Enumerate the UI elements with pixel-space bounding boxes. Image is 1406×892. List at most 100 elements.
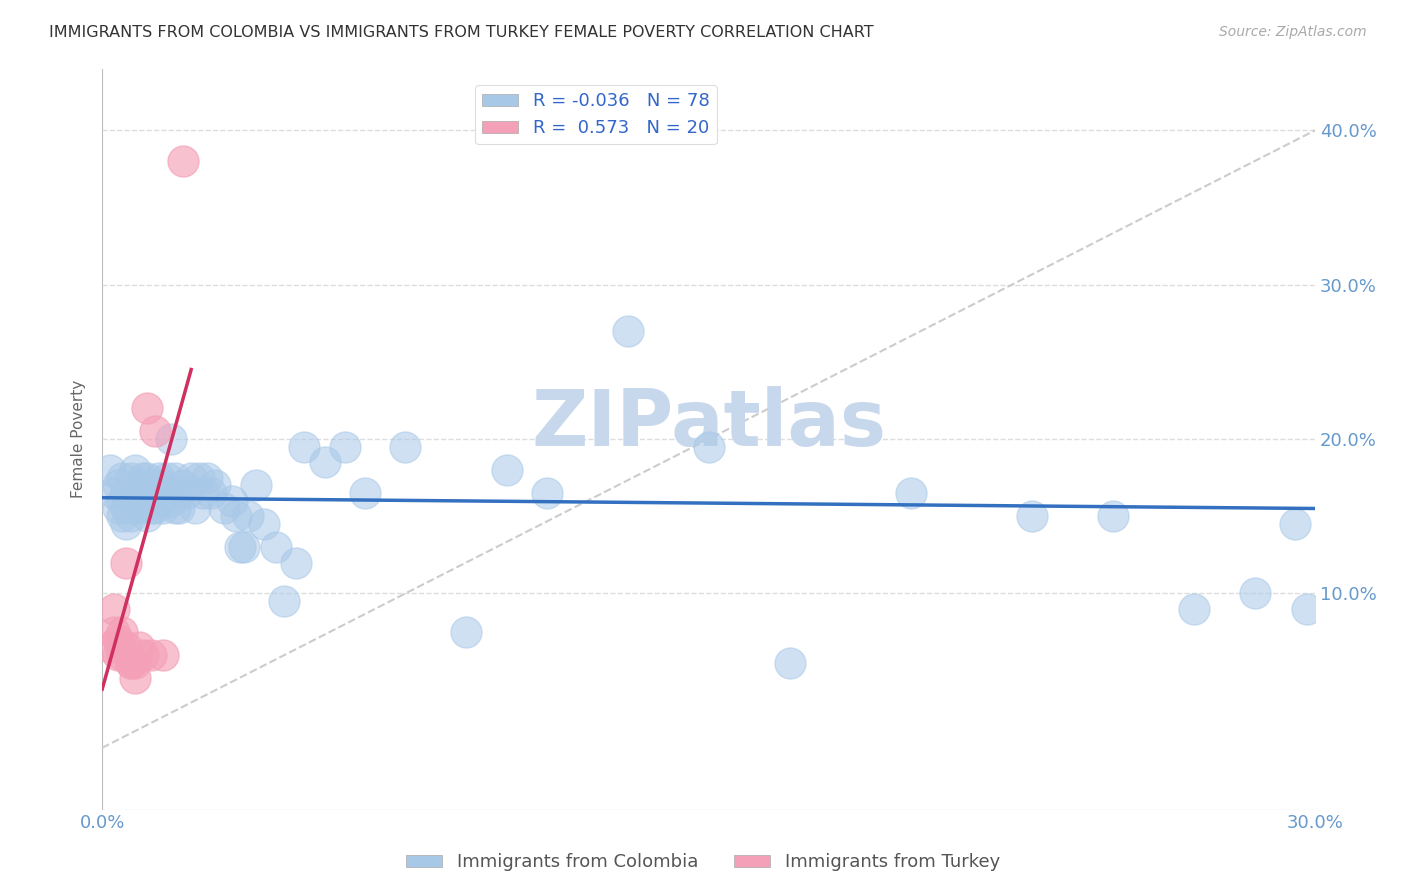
Point <box>124 486 146 500</box>
Point <box>156 486 179 500</box>
Y-axis label: Female Poverty: Female Poverty <box>72 380 86 498</box>
Point <box>107 632 129 647</box>
Point <box>111 470 134 484</box>
Point <box>103 486 125 500</box>
Text: ZIPatlas: ZIPatlas <box>531 386 886 462</box>
Point <box>264 540 287 554</box>
Point <box>143 425 166 439</box>
Point <box>273 594 295 608</box>
Point <box>128 478 150 492</box>
Point <box>292 440 315 454</box>
Point <box>143 501 166 516</box>
Point <box>456 625 478 640</box>
Point <box>193 486 215 500</box>
Point <box>111 509 134 524</box>
Point <box>232 540 254 554</box>
Point <box>115 516 138 531</box>
Point <box>195 470 218 484</box>
Point <box>107 648 129 662</box>
Point <box>135 509 157 524</box>
Point <box>495 463 517 477</box>
Point <box>163 501 186 516</box>
Point <box>200 486 222 500</box>
Point <box>115 640 138 655</box>
Point <box>1243 586 1265 600</box>
Point <box>148 493 170 508</box>
Point <box>103 602 125 616</box>
Point <box>131 470 153 484</box>
Point <box>160 432 183 446</box>
Point <box>1284 516 1306 531</box>
Point <box>779 656 801 670</box>
Point <box>1296 602 1319 616</box>
Point <box>314 455 336 469</box>
Point <box>167 501 190 516</box>
Point <box>111 625 134 640</box>
Point <box>152 648 174 662</box>
Point <box>697 440 720 454</box>
Point <box>124 463 146 477</box>
Point <box>111 493 134 508</box>
Point <box>176 486 198 500</box>
Point <box>253 516 276 531</box>
Point <box>245 478 267 492</box>
Point <box>228 540 250 554</box>
Point <box>115 486 138 500</box>
Point <box>128 640 150 655</box>
Point <box>124 501 146 516</box>
Point <box>156 470 179 484</box>
Point <box>163 470 186 484</box>
Point <box>1021 509 1043 524</box>
Point <box>900 486 922 500</box>
Point <box>394 440 416 454</box>
Point <box>103 625 125 640</box>
Point <box>120 509 142 524</box>
Point <box>184 501 207 516</box>
Point <box>135 493 157 508</box>
Point <box>285 556 308 570</box>
Point <box>160 493 183 508</box>
Point <box>131 493 153 508</box>
Point <box>135 401 157 416</box>
Point <box>172 478 194 492</box>
Point <box>188 470 211 484</box>
Point <box>204 478 226 492</box>
Point <box>107 478 129 492</box>
Legend: R = -0.036   N = 78, R =  0.573   N = 20: R = -0.036 N = 78, R = 0.573 N = 20 <box>475 85 717 145</box>
Point <box>172 154 194 169</box>
Point <box>120 493 142 508</box>
Point <box>107 501 129 516</box>
Point <box>124 671 146 685</box>
Point <box>212 501 235 516</box>
Point <box>152 478 174 492</box>
Point <box>131 486 153 500</box>
Point <box>221 493 243 508</box>
Point <box>115 501 138 516</box>
Point <box>536 486 558 500</box>
Point <box>152 501 174 516</box>
Point <box>354 486 377 500</box>
Point <box>120 656 142 670</box>
Point <box>139 501 162 516</box>
Point <box>225 509 247 524</box>
Point <box>128 501 150 516</box>
Text: IMMIGRANTS FROM COLOMBIA VS IMMIGRANTS FROM TURKEY FEMALE POVERTY CORRELATION CH: IMMIGRANTS FROM COLOMBIA VS IMMIGRANTS F… <box>49 25 875 40</box>
Point <box>98 463 121 477</box>
Point <box>1102 509 1125 524</box>
Point <box>115 556 138 570</box>
Text: Source: ZipAtlas.com: Source: ZipAtlas.com <box>1219 25 1367 39</box>
Point <box>167 486 190 500</box>
Point <box>98 640 121 655</box>
Point <box>139 478 162 492</box>
Point <box>124 656 146 670</box>
Legend: Immigrants from Colombia, Immigrants from Turkey: Immigrants from Colombia, Immigrants fro… <box>399 847 1007 879</box>
Point <box>131 648 153 662</box>
Point <box>120 470 142 484</box>
Point <box>120 656 142 670</box>
Point <box>143 486 166 500</box>
Point <box>236 509 259 524</box>
Point <box>333 440 356 454</box>
Point <box>617 324 640 338</box>
Point <box>180 470 202 484</box>
Point <box>148 470 170 484</box>
